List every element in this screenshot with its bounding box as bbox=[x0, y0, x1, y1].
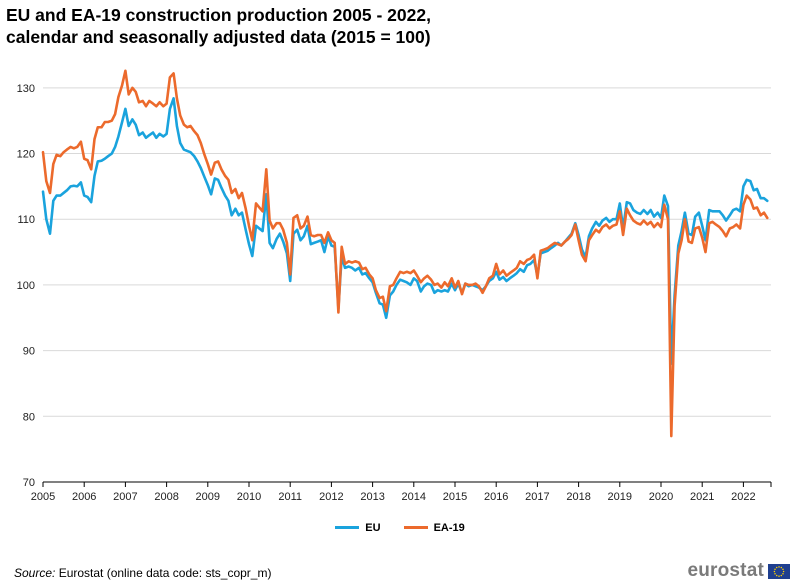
y-tick-label: 80 bbox=[23, 411, 35, 423]
source-label: Source: bbox=[14, 566, 56, 580]
legend-item-ea19: EA-19 bbox=[403, 521, 465, 534]
flag-star bbox=[774, 572, 776, 575]
legend: EU EA-19 bbox=[0, 520, 800, 534]
flag-star bbox=[778, 574, 780, 577]
y-tick-label: 120 bbox=[17, 149, 35, 161]
x-tick-label: 2005 bbox=[31, 491, 55, 503]
chart-title: EU and EA-19 construction production 200… bbox=[6, 4, 786, 48]
x-tick-label: 2014 bbox=[402, 491, 426, 503]
flag-star bbox=[782, 572, 784, 575]
eurostat-logo: eurostat bbox=[687, 560, 790, 582]
eu-flag-icon bbox=[768, 563, 790, 579]
flag-star bbox=[780, 574, 783, 576]
flag-star bbox=[774, 567, 776, 570]
x-tick-label: 2020 bbox=[649, 491, 673, 503]
axes: 70 80 90 100 110 120 130 2005 2006 2007 2008 2009 20… bbox=[17, 83, 772, 503]
logo-text: eurostat bbox=[687, 560, 764, 581]
y-tick-label: 110 bbox=[17, 214, 35, 226]
legend-item-eu: EU bbox=[335, 521, 381, 534]
chart-title-line-2: calendar and seasonally adjusted data (2… bbox=[6, 27, 431, 47]
legend-swatch-ea19 bbox=[403, 526, 428, 529]
y-tick-label: 90 bbox=[23, 346, 35, 358]
flag-star bbox=[782, 570, 785, 572]
series-line-eu bbox=[41, 97, 769, 366]
source-note: Source: Eurostat (online data code: sts_… bbox=[14, 566, 271, 580]
x-tick-label: 2009 bbox=[196, 491, 220, 503]
y-tick-label: 100 bbox=[17, 280, 35, 292]
legend-label-ea19: EA-19 bbox=[433, 521, 465, 534]
x-tick-label: 2011 bbox=[278, 491, 302, 503]
x-tick-label: 2021 bbox=[690, 491, 714, 503]
y-tick-label: 130 bbox=[17, 83, 35, 95]
line-chart: 70 80 90 100 110 120 130 2005 2006 2007 2008 2009 20… bbox=[17, 69, 772, 503]
chart-title-line-1: EU and EA-19 construction production 200… bbox=[6, 5, 431, 25]
x-tick-label: 2015 bbox=[443, 491, 467, 503]
x-tick-label: 2019 bbox=[608, 491, 632, 503]
flag-star bbox=[775, 566, 778, 568]
x-tick-label: 2013 bbox=[360, 491, 384, 503]
legend-swatch-eu bbox=[335, 526, 360, 529]
flag-star bbox=[773, 570, 776, 572]
x-tick-label: 2017 bbox=[525, 491, 549, 503]
x-tick-label: 2016 bbox=[484, 491, 508, 503]
flag-star bbox=[780, 566, 783, 568]
flag-star bbox=[775, 574, 778, 576]
x-tick-label: 2022 bbox=[731, 491, 755, 503]
legend-label-eu: EU bbox=[365, 521, 381, 534]
source-text: Eurostat (online data code: sts_copr_m) bbox=[55, 566, 272, 580]
flag-star bbox=[778, 565, 780, 568]
x-tick-label: 2018 bbox=[566, 491, 590, 503]
series-lines bbox=[41, 69, 769, 438]
x-tick-label: 2010 bbox=[237, 491, 261, 503]
y-tick-label: 70 bbox=[23, 477, 35, 489]
x-tick-label: 2012 bbox=[319, 491, 343, 503]
grid-lines bbox=[43, 87, 771, 417]
flag-star bbox=[782, 567, 784, 570]
x-tick-label: 2006 bbox=[72, 491, 96, 503]
x-tick-label: 2008 bbox=[154, 491, 178, 503]
series-line-ea19 bbox=[41, 69, 769, 438]
x-tick-label: 2007 bbox=[113, 491, 137, 503]
